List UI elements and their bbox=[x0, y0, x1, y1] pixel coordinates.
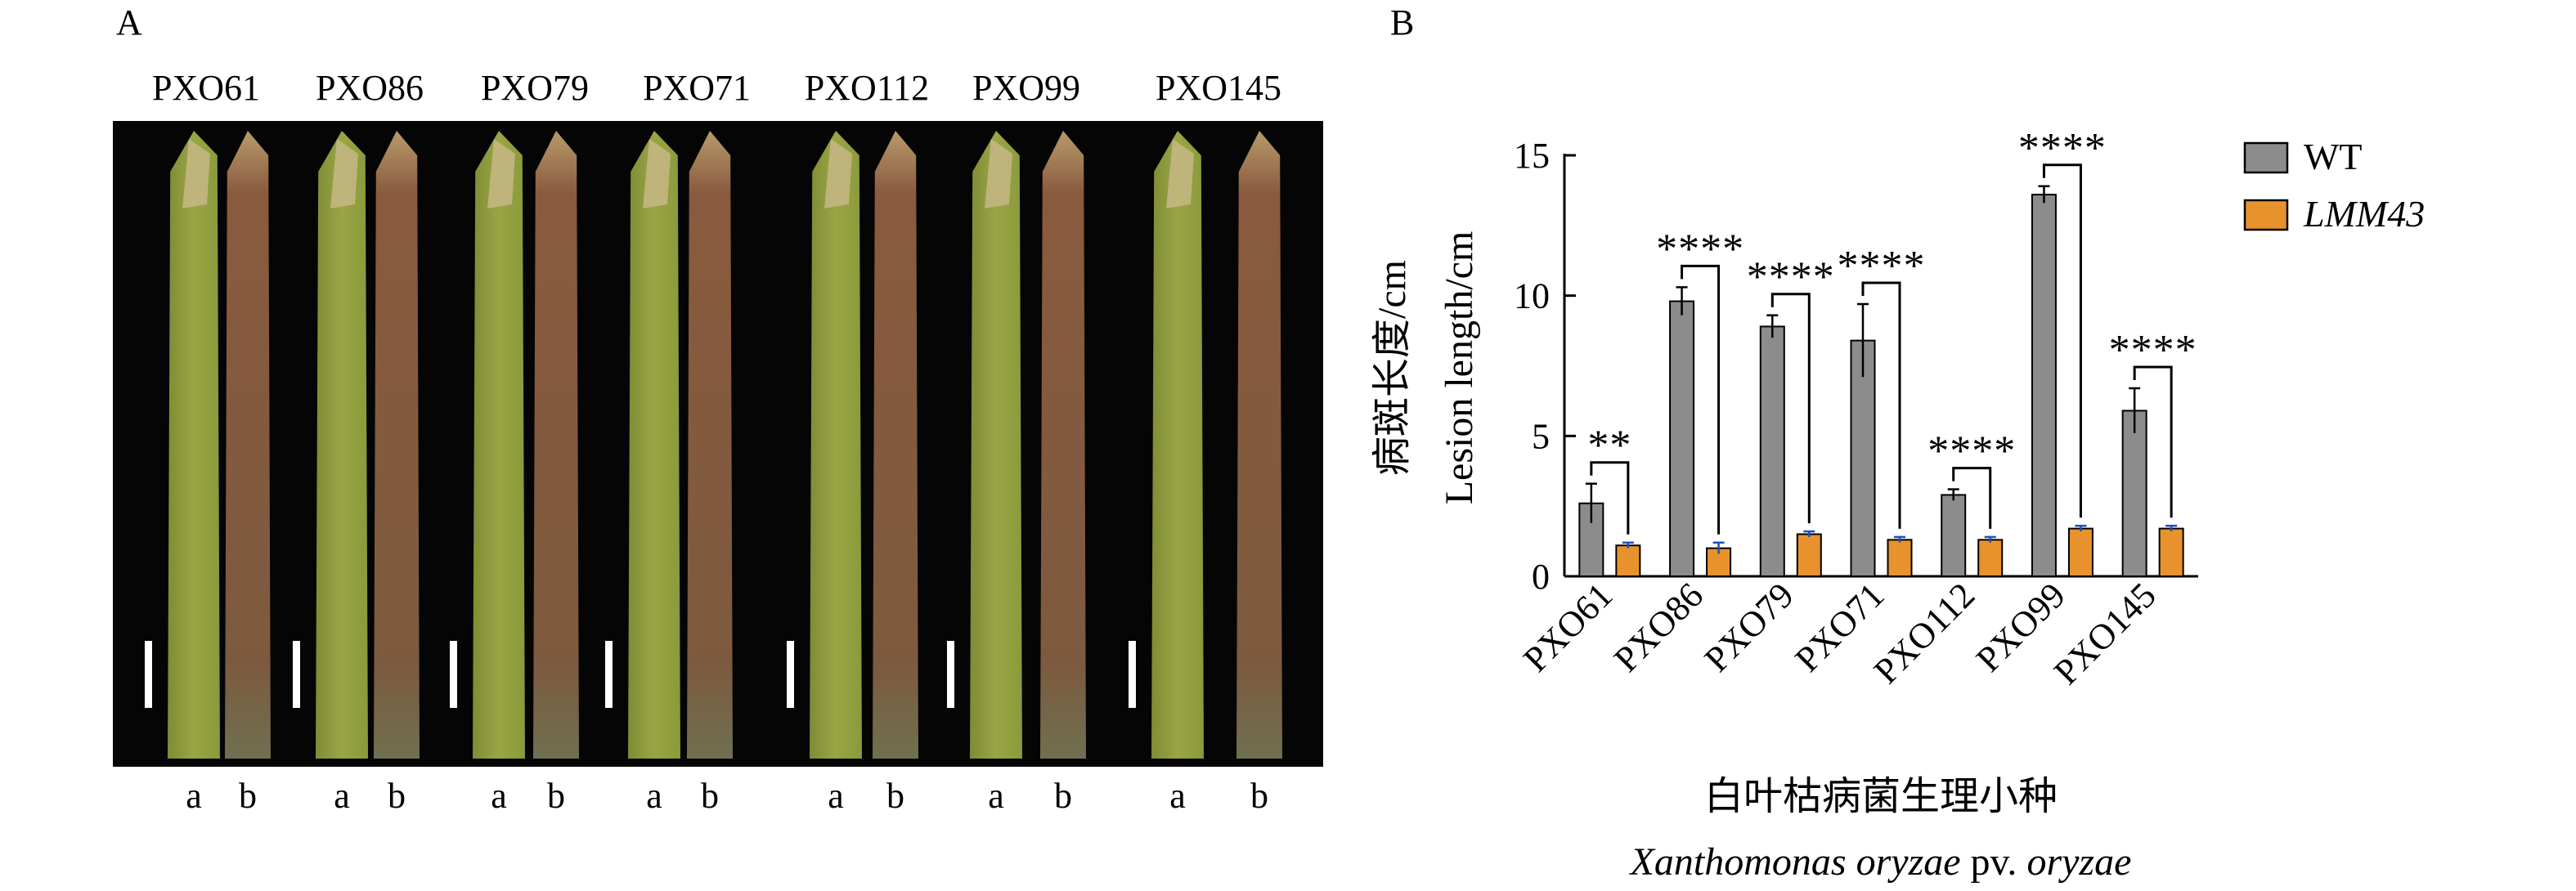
leaf-tip-lesion bbox=[985, 139, 1012, 208]
wt-leaf bbox=[810, 131, 862, 759]
leaf-letter: a bbox=[334, 776, 350, 816]
leaf-letter: b bbox=[1250, 776, 1268, 816]
leaf-letter: b bbox=[886, 776, 904, 816]
wt-leaf bbox=[970, 131, 1022, 759]
mutant-leaf bbox=[1236, 131, 1282, 759]
scale-bar bbox=[605, 641, 613, 708]
scale-bar bbox=[1129, 641, 1136, 708]
x-tick-label: PXO86 bbox=[1606, 575, 1711, 679]
wt-leaf bbox=[473, 131, 525, 759]
legend-label: LMM43 bbox=[2303, 193, 2425, 235]
wt-bar bbox=[1669, 300, 1695, 577]
y-axis-label-en: Lesion length/cm bbox=[1438, 231, 1481, 505]
significance-bracket bbox=[1861, 281, 1901, 529]
wt-leaf bbox=[628, 131, 680, 759]
leaf-tip-lesion bbox=[487, 139, 515, 208]
leaf-tip-lesion bbox=[1166, 139, 1194, 208]
leaf-letter: b bbox=[547, 776, 565, 816]
significance-bracket bbox=[1590, 461, 1630, 535]
isolate-label: PXO61 bbox=[151, 68, 261, 108]
significance-label: **** bbox=[1747, 254, 1835, 301]
significance-label: **** bbox=[2018, 125, 2107, 172]
mutant-bar bbox=[1977, 539, 2004, 577]
leaf-letter: b bbox=[388, 776, 406, 816]
legend-swatch bbox=[2243, 141, 2289, 174]
panel-b-letter: B bbox=[1390, 2, 1415, 43]
scale-bar bbox=[293, 641, 300, 708]
leaf-letter: a bbox=[646, 776, 662, 816]
wt-leaf bbox=[1151, 131, 1204, 759]
wt-bar bbox=[1759, 325, 1785, 577]
legend-swatch bbox=[2243, 199, 2289, 231]
leaf-photo bbox=[113, 121, 1323, 767]
significance-bracket bbox=[1952, 467, 1992, 529]
leaf-letter: a bbox=[828, 776, 844, 816]
wt-leaf bbox=[316, 131, 368, 759]
mutant-bar bbox=[1796, 533, 1822, 577]
significance-label: **** bbox=[2109, 327, 2197, 374]
y-tick-label: 15 bbox=[1514, 136, 1550, 176]
x-axis-label-en: Xanthomonas oryzae pv. oryzae bbox=[1629, 840, 2132, 884]
mutant-bar bbox=[2158, 527, 2184, 578]
mutant-leaf bbox=[225, 131, 271, 759]
wt-leaf bbox=[168, 131, 220, 759]
wt-bar bbox=[2121, 410, 2147, 577]
y-tick-label: 0 bbox=[1532, 557, 1550, 597]
significance-bracket bbox=[1770, 293, 1811, 524]
mutant-leaf bbox=[1040, 131, 1086, 759]
scale-bar bbox=[947, 641, 954, 708]
mutant-leaf bbox=[533, 131, 579, 759]
legend-label: WT bbox=[2304, 136, 2363, 177]
leaf-letter: a bbox=[1169, 776, 1186, 816]
isolate-label: PXO79 bbox=[480, 68, 590, 108]
leaf-letter: a bbox=[988, 776, 1004, 816]
leaf-letter: a bbox=[491, 776, 507, 816]
mutant-leaf bbox=[873, 131, 918, 759]
panel-a-letter: A bbox=[116, 2, 142, 43]
leaf-letter: b bbox=[701, 776, 719, 816]
wt-bar bbox=[1941, 494, 1967, 578]
mutant-leaf bbox=[687, 131, 733, 759]
mutant-leaf bbox=[374, 131, 420, 759]
leaf-photo-drawing bbox=[145, 131, 1282, 759]
isolate-label: PXO86 bbox=[315, 68, 424, 108]
scale-bar bbox=[145, 641, 152, 708]
leaf-letter: b bbox=[1054, 776, 1072, 816]
lesion-length-chart: 051015**PXO61****PXO86****PXO79****PXO71… bbox=[1371, 125, 2425, 884]
isolate-label: PXO112 bbox=[804, 68, 930, 108]
scale-bar bbox=[787, 641, 794, 708]
significance-label: **** bbox=[1838, 243, 1926, 289]
significance-bracket bbox=[2133, 365, 2173, 518]
leaf-tip-lesion bbox=[824, 139, 852, 208]
wt-bar bbox=[2031, 194, 2057, 577]
isolate-label: PXO145 bbox=[1155, 68, 1282, 108]
x-axis-label-cn: 白叶枯病菌生理小种 bbox=[1704, 775, 2058, 818]
isolate-label: PXO71 bbox=[642, 68, 752, 108]
scale-bar bbox=[450, 641, 457, 708]
leaf-tip-lesion bbox=[643, 139, 671, 208]
y-tick-label: 10 bbox=[1514, 276, 1550, 316]
significance-bracket bbox=[1681, 264, 1721, 535]
significance-label: ** bbox=[1587, 423, 1631, 469]
y-tick-label: 5 bbox=[1532, 416, 1550, 456]
y-axis-label-cn: 病斑长度/cm bbox=[1371, 260, 1414, 476]
significance-label: **** bbox=[1656, 226, 1744, 272]
x-tick-label: PXO145 bbox=[2046, 575, 2164, 692]
x-tick-label: PXO79 bbox=[1697, 575, 1802, 679]
mutant-bar bbox=[1887, 539, 1913, 577]
x-tick-label: PXO112 bbox=[1866, 575, 1982, 691]
mutant-bar bbox=[1615, 544, 1641, 578]
significance-label: **** bbox=[1928, 428, 2016, 475]
significance-bracket bbox=[2042, 163, 2082, 518]
mutant-bar bbox=[2067, 527, 2094, 578]
leaf-tip-lesion bbox=[330, 139, 358, 208]
leaf-tip-lesion bbox=[182, 139, 210, 208]
isolate-label: PXO99 bbox=[972, 68, 1081, 108]
leaf-letter: a bbox=[186, 776, 202, 816]
leaf-letter: b bbox=[239, 776, 257, 816]
